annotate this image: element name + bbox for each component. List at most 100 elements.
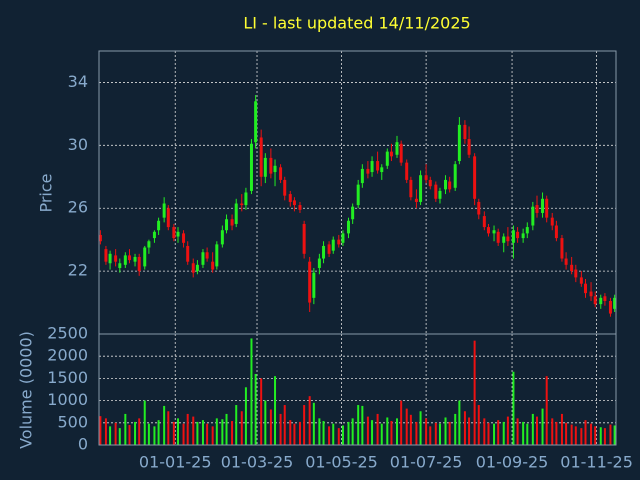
- volume-bar: [371, 420, 374, 445]
- volume-bar: [419, 411, 422, 445]
- candle-body: [337, 239, 341, 245]
- candle-body: [453, 164, 457, 188]
- volume-bar: [497, 420, 500, 445]
- y-tick-label: 22: [68, 261, 88, 280]
- volume-bar: [328, 426, 331, 445]
- volume-bar: [143, 400, 146, 445]
- volume-bar: [463, 411, 466, 445]
- volume-bar: [590, 423, 593, 445]
- volume-bar: [468, 417, 471, 445]
- candle-body: [525, 227, 529, 234]
- volume-bar: [128, 425, 131, 445]
- volume-bar: [454, 413, 457, 445]
- candle-body: [225, 219, 229, 231]
- volume-bar: [215, 418, 218, 445]
- volume-bar: [225, 413, 228, 445]
- candle-body: [457, 124, 461, 162]
- volume-bar: [235, 405, 238, 445]
- volume-tick-label: 0: [78, 435, 88, 454]
- volume-bar: [531, 413, 534, 445]
- candle-body: [327, 244, 331, 254]
- candle-body: [351, 206, 355, 220]
- volume-bar: [172, 421, 175, 445]
- volume-bar: [279, 413, 282, 445]
- volume-bar: [487, 422, 490, 445]
- candle-body: [424, 175, 428, 180]
- volume-bar: [357, 405, 360, 445]
- candle-body: [366, 168, 370, 174]
- candle-body: [584, 283, 588, 294]
- candle-body: [545, 198, 549, 218]
- volume-bar: [269, 409, 272, 445]
- panel-frame: [98, 333, 617, 446]
- volume-bar: [260, 378, 263, 445]
- candle-body: [516, 231, 520, 239]
- candle-body: [608, 300, 612, 314]
- candle-body: [215, 244, 219, 267]
- candle-body: [599, 297, 603, 305]
- volume-bar: [211, 426, 214, 445]
- volume-bar: [493, 423, 496, 445]
- volume-bar: [153, 426, 156, 445]
- volume-bar: [565, 422, 568, 445]
- candle-body: [579, 277, 583, 284]
- candle-body: [473, 156, 477, 199]
- candle-body: [152, 231, 156, 239]
- volume-bar: [361, 405, 364, 445]
- volume-bar: [545, 376, 548, 445]
- candle-body: [240, 203, 244, 206]
- volume-bar: [289, 420, 292, 445]
- x-tick-label: 01-05-25: [305, 453, 378, 472]
- volume-bar: [322, 421, 325, 445]
- volume-bar: [274, 376, 277, 445]
- candle-body: [380, 167, 384, 173]
- volume-bar: [138, 418, 141, 445]
- volume-bar: [318, 418, 321, 445]
- candle-body: [249, 143, 253, 191]
- volume-tick-label: 500: [57, 412, 88, 431]
- volume-bar: [221, 419, 224, 445]
- volume-bar: [396, 418, 399, 445]
- volume-bar: [337, 428, 340, 445]
- volume-bar: [293, 423, 296, 445]
- candle-body: [195, 264, 199, 272]
- candle-body: [254, 101, 258, 143]
- candle-body: [603, 296, 607, 301]
- candle-body: [541, 198, 545, 213]
- volume-bar: [118, 428, 121, 445]
- volume-bar: [177, 418, 180, 445]
- candle-body: [288, 194, 292, 202]
- candle-body: [312, 272, 316, 298]
- volume-bar: [555, 421, 558, 445]
- volume-bar: [522, 421, 525, 445]
- volume-bar: [298, 421, 301, 445]
- candle-body: [554, 225, 558, 239]
- volume-bar: [167, 411, 170, 445]
- candle-body: [428, 179, 432, 187]
- candle-body: [166, 208, 170, 228]
- candle-body: [137, 256, 141, 272]
- volume-bar: [584, 420, 587, 445]
- volume-bar: [109, 426, 112, 445]
- candle-body: [172, 227, 176, 239]
- candle-body: [259, 137, 263, 177]
- candle-body: [230, 219, 234, 226]
- candle-body: [496, 231, 500, 243]
- volume-bar: [341, 425, 344, 445]
- candle-body: [157, 220, 161, 231]
- volume-bar: [541, 408, 544, 445]
- candle-body: [104, 249, 108, 262]
- candle-body: [273, 165, 277, 173]
- candle-body: [298, 205, 302, 210]
- candle-body: [444, 179, 448, 190]
- volume-bar: [400, 400, 403, 445]
- volume-bar: [104, 418, 107, 445]
- volume-bar: [206, 423, 209, 445]
- volume-bar: [196, 421, 199, 445]
- candle-body: [331, 239, 335, 251]
- volume-bar: [254, 373, 257, 445]
- candle-body: [589, 291, 593, 297]
- candle-body: [467, 139, 471, 155]
- volume-bar: [308, 396, 311, 445]
- candle-body: [482, 216, 486, 228]
